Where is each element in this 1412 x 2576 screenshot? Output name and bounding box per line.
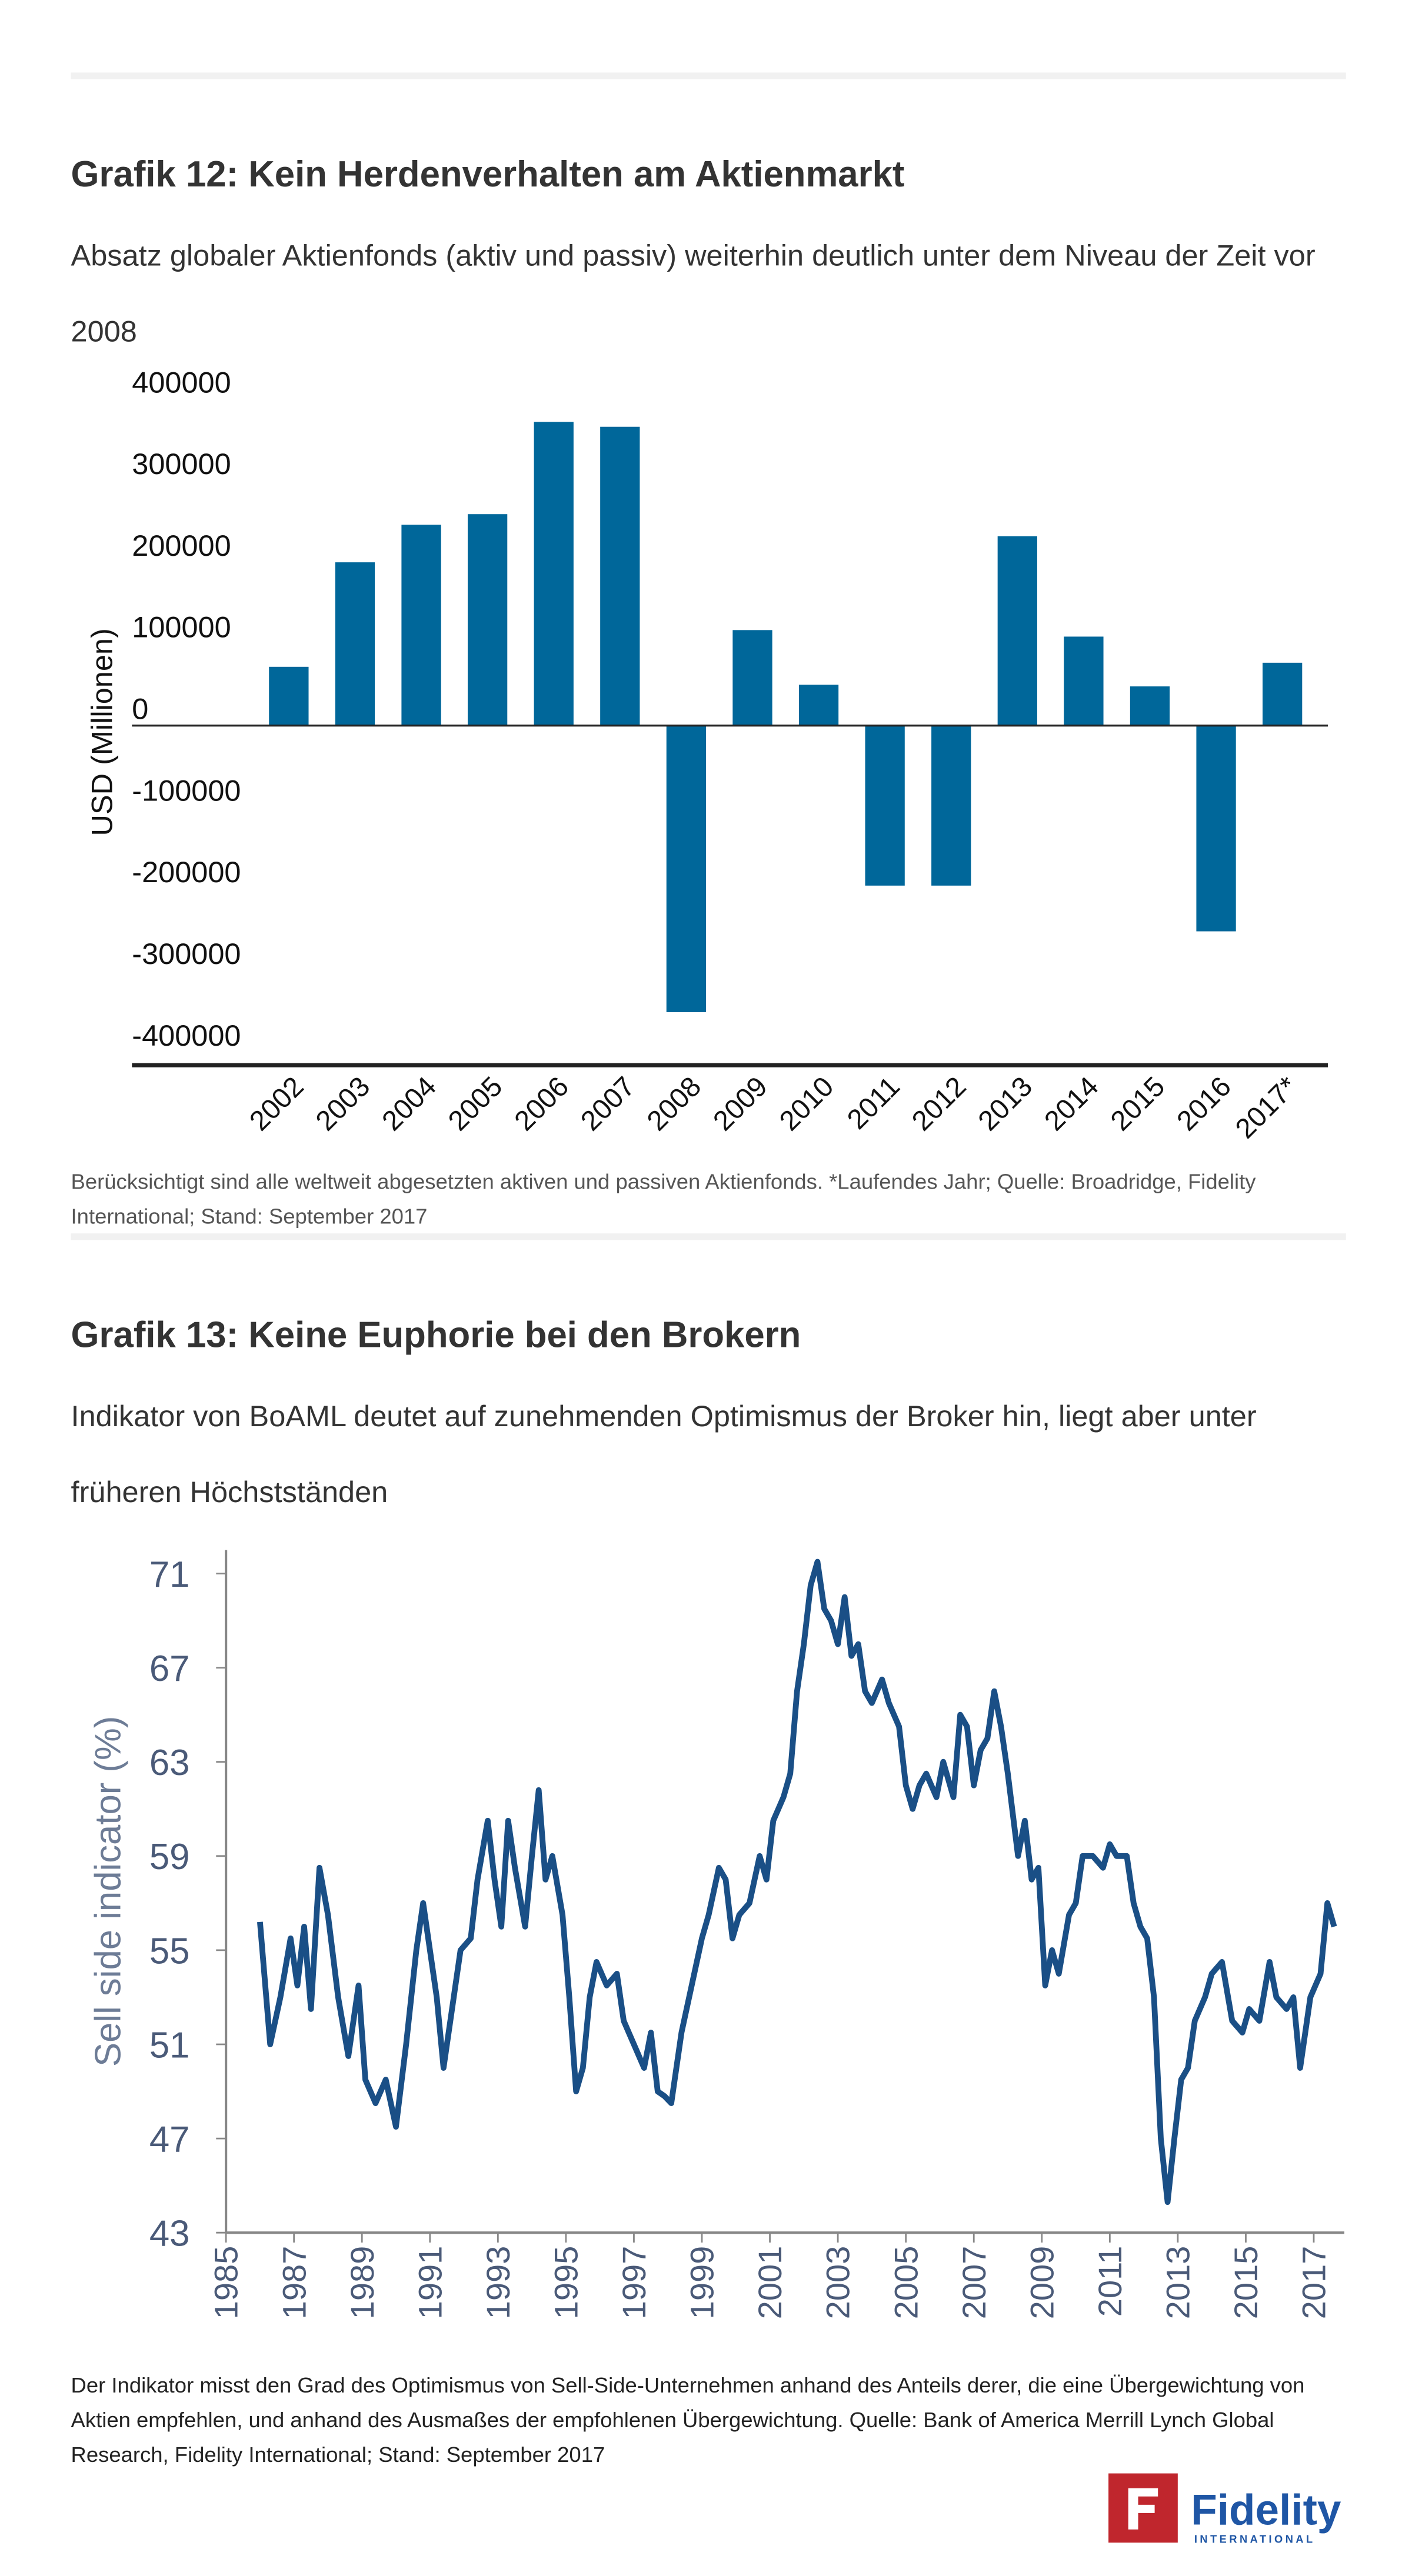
y-tick-label: 67 (149, 1649, 190, 1689)
x-tick-label: 1993 (479, 2246, 517, 2320)
x-tick-label: 2002 (244, 1071, 309, 1137)
bar (335, 562, 375, 726)
x-tick-label: 2016 (1171, 1071, 1237, 1137)
y-tick-label: 300000 (132, 447, 231, 481)
bar (534, 422, 574, 726)
x-tick-label: 1995 (548, 2246, 585, 2320)
bar (467, 514, 508, 726)
x-tick-label: 2017 (1296, 2246, 1333, 2320)
bar (1130, 686, 1170, 726)
bar (1064, 636, 1104, 726)
bar (997, 536, 1037, 726)
x-tick-label: 2015 (1105, 1071, 1171, 1137)
x-tick-label: 2008 (641, 1071, 707, 1137)
x-tick-label: 2003 (820, 2246, 857, 2320)
x-tick-label: 2004 (376, 1071, 442, 1137)
y-tick-label: 43 (149, 2214, 190, 2254)
x-tick-label: 2005 (442, 1071, 508, 1137)
bar (1263, 662, 1303, 726)
bar (798, 685, 839, 726)
x-tick-label: 1991 (411, 2246, 448, 2320)
chart-note: Der Indikator misst den Grad des Optimis… (71, 2373, 1305, 2467)
bar (600, 426, 640, 726)
x-tick-label: 1989 (344, 2246, 381, 2320)
x-tick-label: 2003 (310, 1071, 376, 1137)
y-axis-label: Sell side indicator (%) (88, 1716, 129, 2067)
x-tick-label: 1997 (615, 2246, 652, 2320)
x-tick-label: 2009 (1023, 2246, 1060, 2320)
y-tick-label: 200000 (132, 529, 231, 562)
y-tick-label: 100000 (132, 610, 231, 644)
y-tick-label: 55 (149, 1931, 190, 1971)
x-tick-label: 2001 (751, 2246, 788, 2320)
y-axis-label: USD (Millionen) (85, 628, 119, 836)
x-tick-label: 2015 (1227, 2246, 1264, 2320)
x-tick-label: 1999 (684, 2246, 721, 2320)
x-tick-label: 1987 (275, 2246, 312, 2320)
logo-tagline: INTERNATIONAL (1194, 2533, 1316, 2545)
x-tick-label: 2009 (707, 1071, 773, 1137)
bar (931, 725, 971, 886)
chart-subtitle: Indikator von BoAML deutet auf zunehmend… (71, 1400, 1257, 1509)
divider (71, 1233, 1346, 1240)
y-tick-label: -300000 (132, 937, 241, 970)
bar (666, 725, 707, 1012)
x-tick-label: 2013 (1160, 2246, 1197, 2320)
x-tick-label: 2012 (906, 1071, 972, 1137)
divider (71, 72, 1346, 79)
bar (401, 525, 441, 726)
y-tick-label: -200000 (132, 855, 241, 889)
x-tick-label: 2017* (1230, 1071, 1304, 1145)
y-tick-label: 63 (149, 1743, 190, 1783)
y-tick-label: 47 (149, 2120, 190, 2160)
x-tick-label: 2014 (1038, 1071, 1104, 1137)
y-tick-label: 0 (132, 692, 148, 726)
chart-note: Berücksichtigt sind alle weltweit abgese… (71, 1169, 1256, 1229)
x-tick-label: 2006 (509, 1071, 575, 1137)
y-tick-label: -400000 (132, 1019, 241, 1052)
chart-subtitle: Absatz globaler Aktienfonds (aktiv und p… (71, 239, 1316, 348)
x-tick-label: 2007 (955, 2246, 993, 2320)
bar (732, 630, 772, 726)
y-tick-label: -100000 (132, 773, 241, 807)
y-tick-label: 71 (149, 1554, 190, 1595)
y-tick-label: 400000 (132, 365, 231, 399)
y-tick-label: 51 (149, 2025, 190, 2066)
logo-icon-glyph (1128, 2488, 1158, 2530)
x-tick-label: 2011 (841, 1071, 906, 1136)
x-tick-label: 2007 (575, 1071, 641, 1137)
chart-title: Grafik 13: Keine Euphorie bei den Broker… (71, 1314, 801, 1356)
chart-title: Grafik 12: Kein Herdenverhalten am Aktie… (71, 153, 905, 195)
x-tick-label: 2010 (774, 1071, 840, 1137)
logo-brand: Fidelity (1191, 2486, 1341, 2534)
bar (269, 666, 309, 726)
y-tick-label: 59 (149, 1837, 190, 1877)
line-series (257, 1559, 1337, 2205)
x-tick-label: 2013 (973, 1071, 1038, 1137)
bar (1196, 725, 1236, 932)
bar (865, 725, 905, 886)
x-tick-label: 2011 (1091, 2246, 1128, 2317)
x-tick-label: 1985 (208, 2246, 245, 2320)
x-tick-label: 2005 (887, 2246, 924, 2320)
